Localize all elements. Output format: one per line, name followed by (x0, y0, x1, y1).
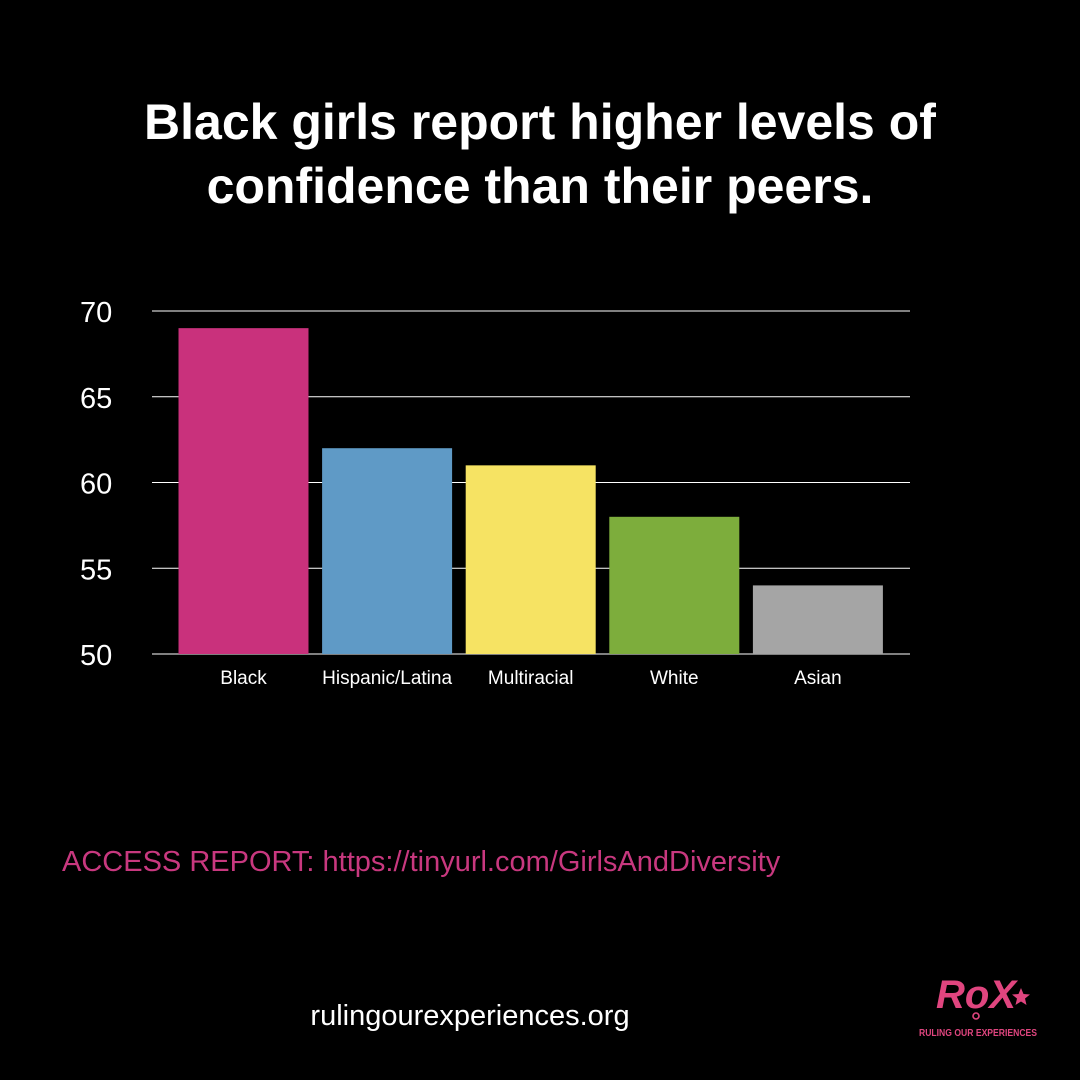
rox-logo-star-icon (1012, 988, 1030, 1005)
rox-logo: RoX RULING OUR EXPERIENCES (919, 973, 1037, 1039)
bar-hispanic-latina (322, 448, 453, 654)
bars (178, 328, 883, 654)
x-tick-label: White (650, 668, 699, 689)
x-tick-label: Hispanic/Latina (322, 668, 452, 689)
y-axis-ticks: 50 55 60 65 70 (80, 297, 112, 672)
website-url[interactable]: rulingourexperiences.org (310, 1000, 630, 1032)
x-axis-ticks: Black Hispanic/Latina Multiracial White Asia… (220, 668, 841, 689)
rox-logo-tagline: RULING OUR EXPERIENCES (919, 1027, 1037, 1039)
x-tick-label: Multiracial (488, 668, 574, 689)
rox-logo-venus-icon (972, 1012, 980, 1020)
access-report-link[interactable]: ACCESS REPORT: https://tinyurl.com/Girls… (62, 846, 781, 878)
y-tick-label: 70 (80, 297, 112, 329)
bar-white (609, 516, 740, 654)
x-tick-label: Black (220, 668, 267, 689)
x-tick-label: Asian (794, 668, 842, 689)
y-tick-label: 60 (80, 469, 112, 501)
bar-asian (752, 585, 883, 654)
chart-title-line-1: Black girls report higher levels of (144, 94, 936, 150)
bar-black (178, 328, 309, 654)
y-tick-label: 65 (80, 383, 112, 415)
y-tick-label: 55 (80, 554, 112, 586)
chart-title: Black girls report higher levels of conf… (40, 90, 1040, 218)
rox-logo-wordmark: RoX (936, 973, 1018, 1017)
bar-multiracial (465, 465, 596, 654)
chart-title-line-2: confidence than their peers. (206, 158, 874, 214)
y-tick-label: 50 (80, 640, 112, 672)
